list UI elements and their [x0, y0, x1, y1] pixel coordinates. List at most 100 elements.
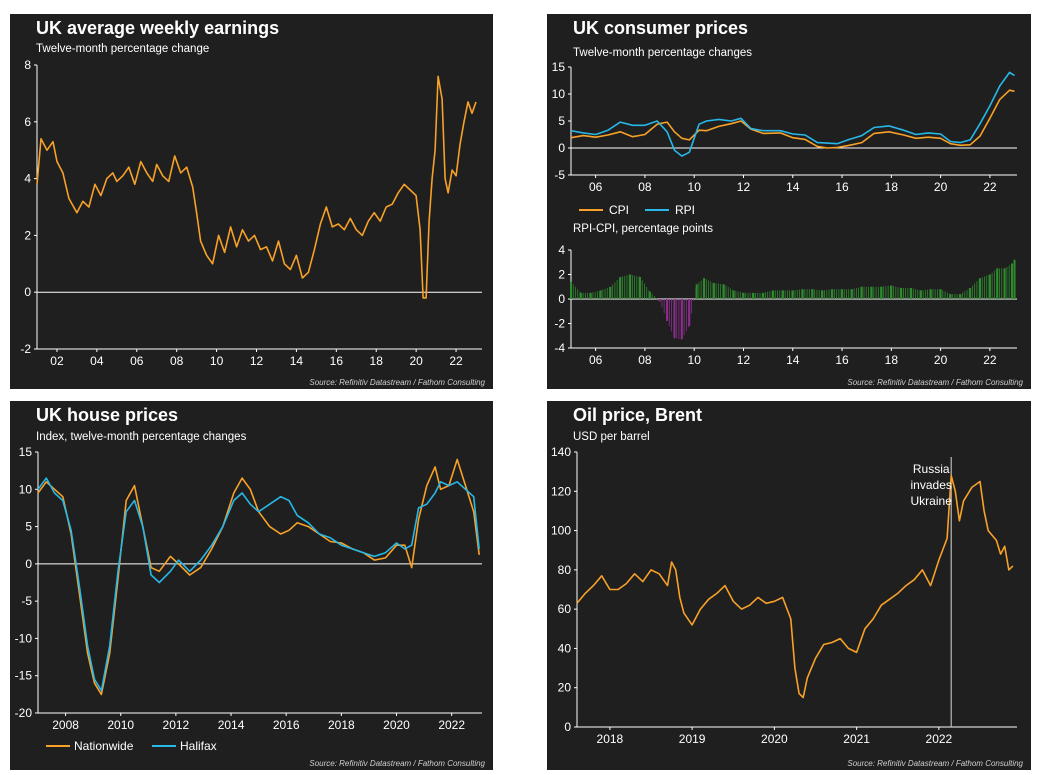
spread-bar	[752, 292, 755, 299]
spread-bar-fill	[974, 283, 976, 299]
spread-bar-fill	[634, 275, 635, 299]
annotation-text: Ukraine	[911, 494, 953, 508]
x-tick-label: 18	[370, 354, 384, 368]
chart-subtitle: USD per barrel	[573, 431, 650, 443]
spread-bar-fill	[848, 289, 850, 299]
spread-bar-fill	[691, 299, 692, 314]
spread-bar-fill	[846, 289, 847, 299]
spread-bar-fill	[949, 293, 950, 299]
spread-bar	[988, 274, 991, 299]
spread-bar-fill	[814, 289, 816, 299]
chart-title: Oil price, Brent	[573, 405, 703, 425]
spread-bar-fill	[806, 289, 808, 299]
spread-bar-fill	[828, 289, 830, 299]
y-tick-label: -5	[554, 168, 565, 182]
spread-bar-fill	[903, 287, 904, 299]
spread-bar	[703, 278, 706, 299]
spread-bar-fill	[604, 288, 606, 299]
spread-bar-fill	[1013, 260, 1015, 299]
annotation-text: Russia	[913, 462, 950, 476]
x-tick-label: 06	[589, 180, 603, 194]
spread-bar	[638, 276, 641, 299]
spread-bar-fill	[893, 286, 894, 299]
spread-bar-fill	[850, 289, 852, 299]
y-tick-label: 4	[24, 172, 31, 186]
y-tick-label: -20	[15, 706, 33, 720]
spread-bar-fill	[836, 289, 838, 299]
y-tick-label: 6	[24, 115, 31, 129]
oil-price-chart: 0 20 40 60 80 100 120 140 2018 2019 2020 2021 2022 Ru…	[551, 445, 1017, 746]
y-tick-label: 0	[558, 292, 565, 306]
x-tick-label: 2020	[383, 718, 410, 732]
x-tick-label: 2010	[107, 718, 134, 732]
spread-bar-fill	[774, 290, 776, 299]
spread-bar-fill	[870, 286, 872, 299]
x-tick-label: 10	[688, 353, 702, 367]
spread-bar-fill	[932, 289, 934, 299]
spread-bar	[850, 289, 853, 299]
x-tick-label: 16	[330, 354, 344, 368]
x-tick-label: 2012	[163, 718, 190, 732]
spread-bar-fill	[801, 289, 803, 299]
spread-bar-fill	[663, 299, 665, 314]
spread-bar-fill	[937, 289, 938, 299]
spread-bar-fill	[875, 286, 877, 299]
spread-bar	[949, 294, 952, 299]
y-tick-label: -2	[20, 342, 31, 356]
spread-bar-fill	[818, 290, 820, 299]
x-tick-label: 20	[934, 353, 948, 367]
x-tick-label: 20	[409, 354, 423, 368]
x-tick-label: 14	[786, 353, 800, 367]
spread-bar-fill	[618, 277, 620, 299]
legend-label-cpi: CPI	[609, 203, 629, 217]
spread-bar-fill	[865, 286, 867, 299]
spread-bar-fill	[909, 287, 911, 299]
y-tick-label: 60	[558, 602, 572, 616]
spread-bar-fill	[658, 299, 660, 301]
y-tick-label: 0	[24, 285, 31, 299]
spread-bar-fill	[606, 287, 608, 299]
spread-bar-fill	[769, 291, 771, 299]
spread-bar-fill	[715, 283, 717, 299]
x-tick-label: 12	[737, 180, 751, 194]
series-line-nationwide	[37, 458, 480, 696]
earnings-series-line	[36, 75, 477, 299]
y-tick-label: 0	[25, 557, 32, 571]
x-tick-label: 12	[737, 353, 751, 367]
y-tick-label: 8	[24, 58, 31, 72]
spread-bar-fill	[747, 292, 749, 299]
spread-bar-fill	[671, 299, 672, 332]
spread-bar-fill	[821, 290, 822, 299]
y-tick-label: -10	[15, 631, 33, 645]
spread-bar	[929, 289, 932, 299]
spread-bar-fill	[656, 298, 657, 299]
x-tick-label: 06	[130, 354, 144, 368]
x-tick-label: 22	[983, 353, 997, 367]
spread-bar-fill	[897, 287, 899, 299]
spread-bar	[742, 292, 745, 299]
spread-bar-fill	[648, 290, 650, 299]
spread-bar	[680, 299, 683, 340]
spread-bar-fill	[895, 286, 897, 299]
x-tick-label: 2008	[52, 718, 79, 732]
y-tick-label: -4	[554, 341, 565, 355]
spread-bar-fill	[988, 274, 990, 299]
spread-bar	[841, 289, 844, 299]
spread-bar-fill	[730, 288, 731, 299]
spread-bar-fill	[720, 283, 722, 299]
spread-bar-fill	[929, 289, 931, 299]
x-tick-label: 08	[170, 354, 184, 368]
x-tick-label: 14	[786, 180, 800, 194]
spread-bar	[619, 276, 622, 299]
spread-bar-fill	[905, 287, 907, 299]
y-tick-label: 10	[19, 482, 33, 496]
x-tick-label: 2018	[597, 732, 624, 746]
spread-bar-fill	[993, 270, 995, 299]
spread-bar	[688, 299, 691, 326]
spread-bar-fill	[919, 290, 921, 299]
spread-bar-fill	[777, 290, 778, 299]
spread-bar	[772, 290, 775, 299]
spread-bar-fill	[678, 299, 680, 339]
spread-bar-fill	[962, 292, 963, 299]
y-tick-label: 140	[551, 445, 571, 459]
